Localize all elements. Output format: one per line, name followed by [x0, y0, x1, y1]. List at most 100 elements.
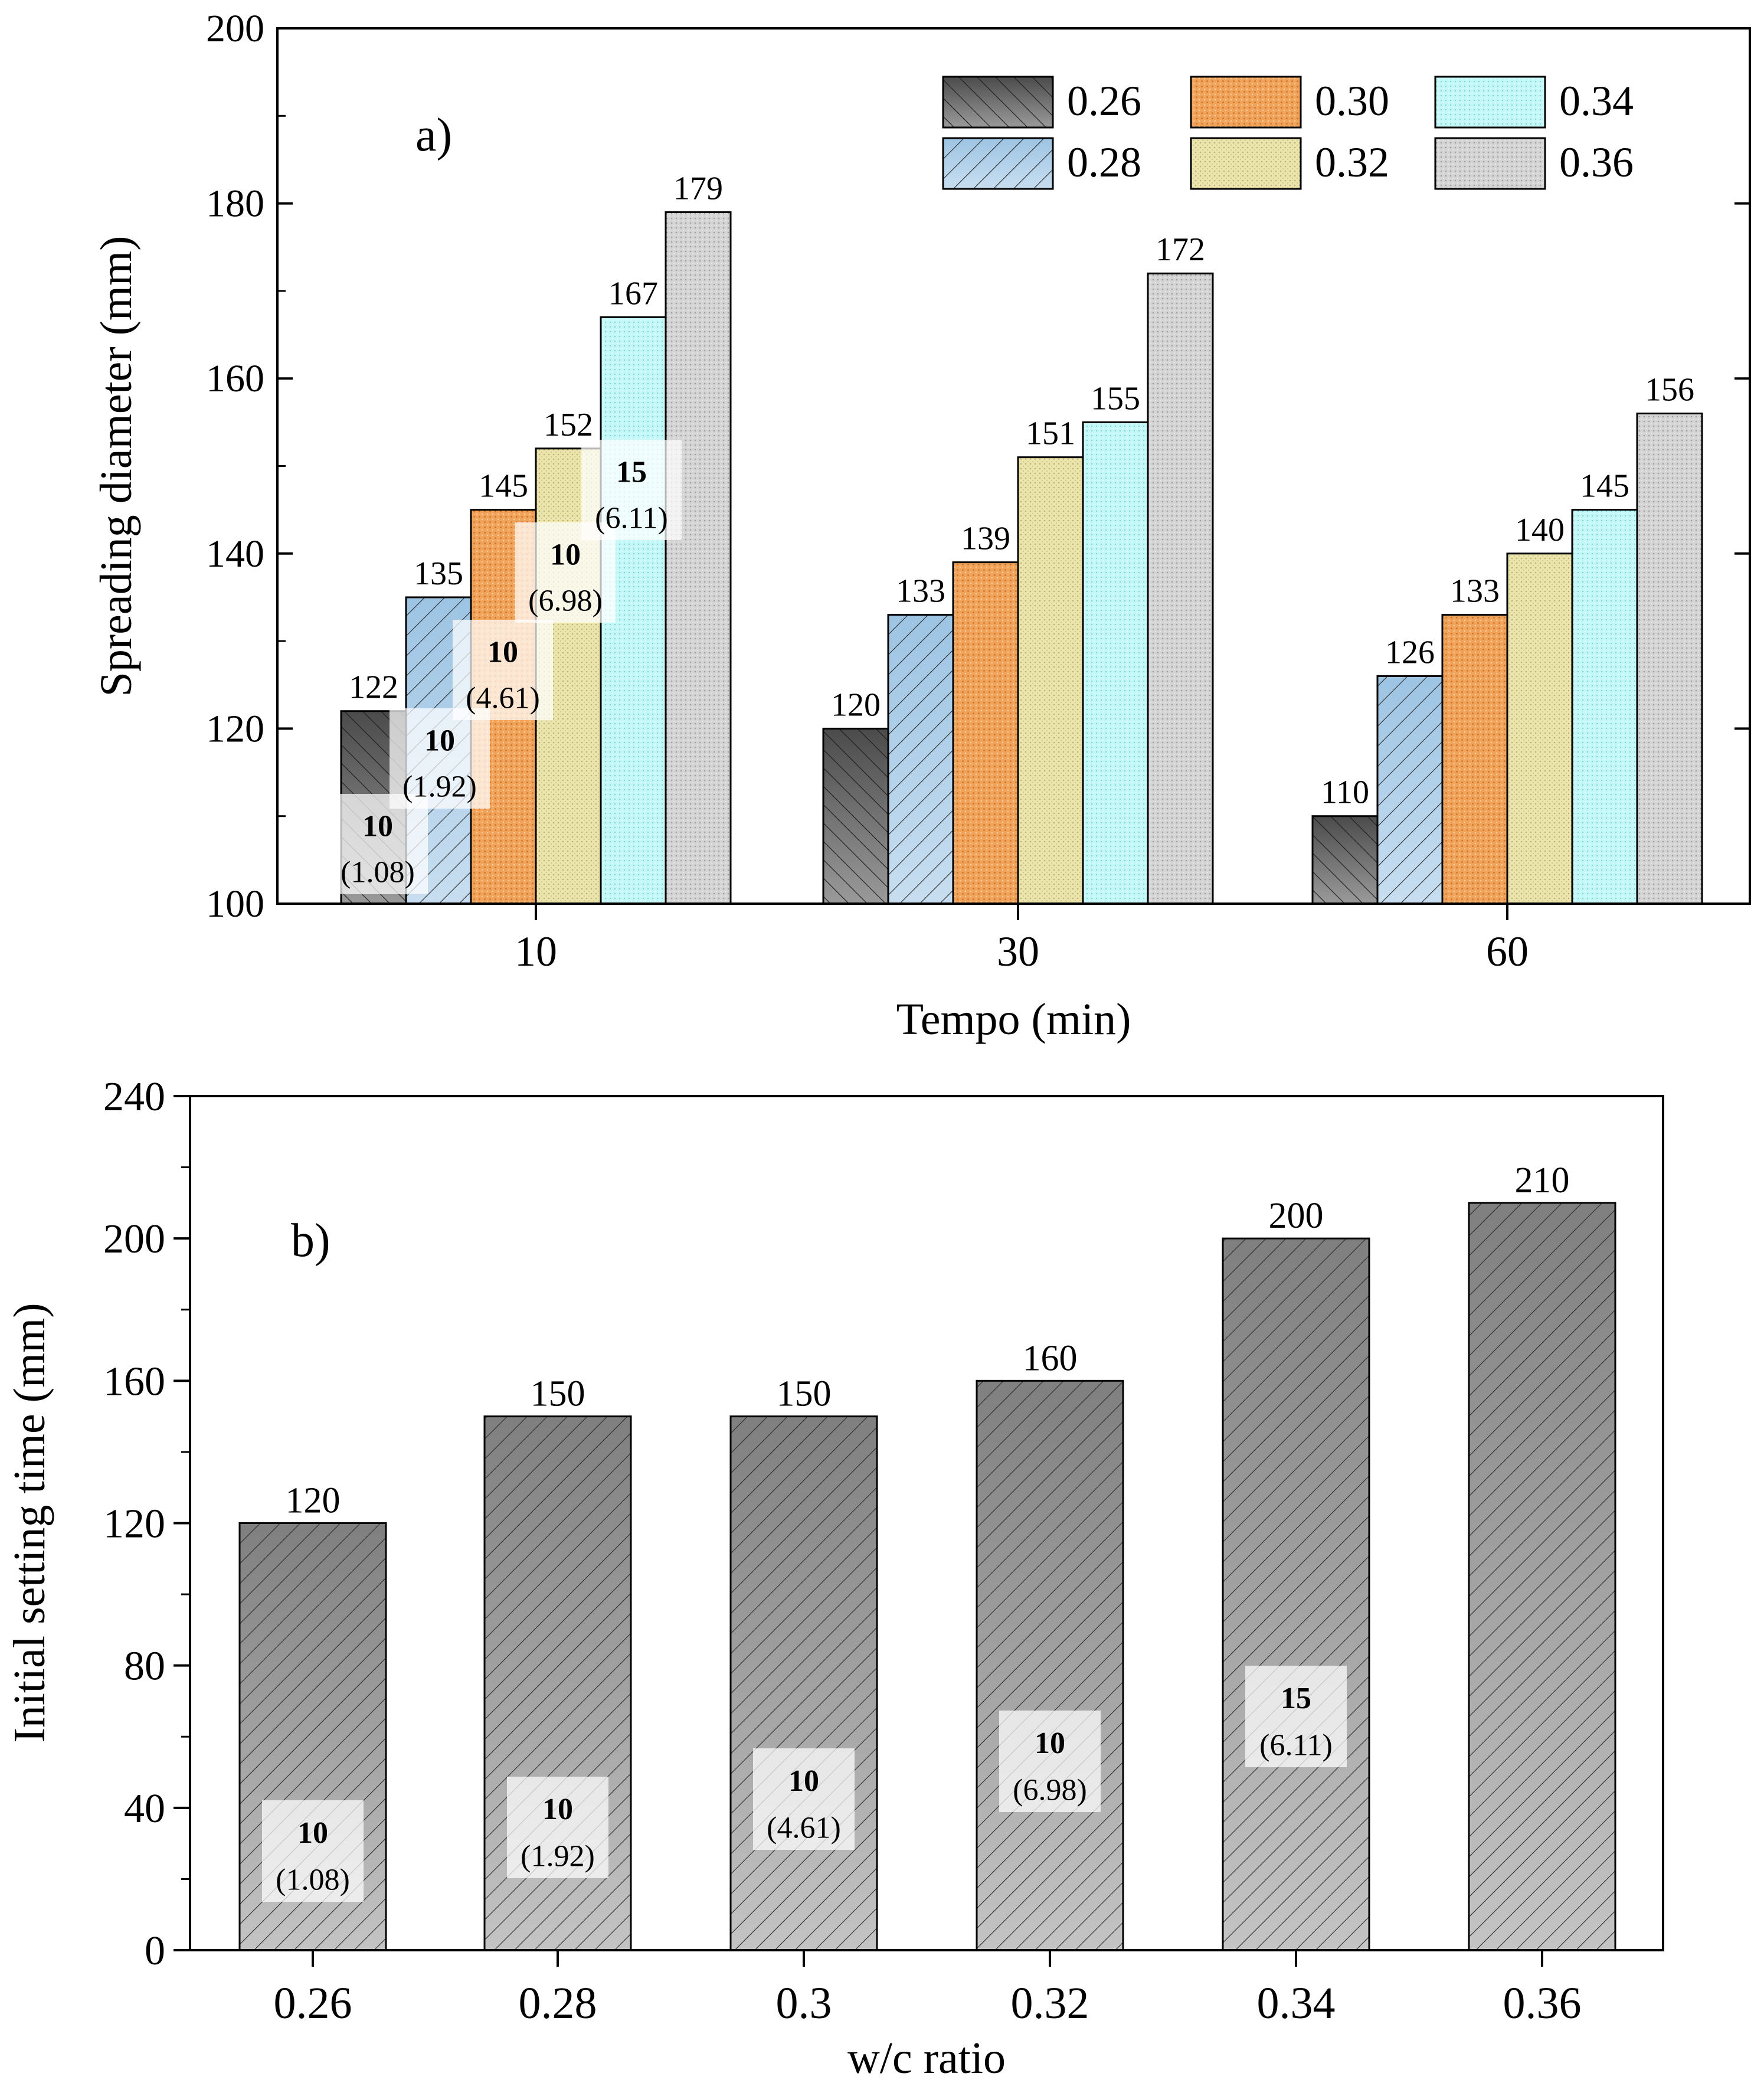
- value-label-b-0.32: 160: [1023, 1338, 1078, 1378]
- annotation-box-b-0: 10 (1.08): [262, 1800, 364, 1902]
- x-tick-label-b-0: 0.26: [274, 1979, 352, 2028]
- value-label-a-0.30-30: 139: [961, 521, 1010, 557]
- x-tick-label-a-2: 60: [1486, 928, 1529, 975]
- legend-item-a-0.32: 0.32: [1190, 137, 1389, 190]
- bar-a-0.36-10-fill-0: [666, 212, 731, 904]
- y-tick-label-a-4: 180: [206, 182, 264, 225]
- y-tick-label-a-5: 200: [206, 7, 264, 50]
- legend-swatch-0.28: [942, 137, 1054, 190]
- value-label-b-0.28: 150: [531, 1374, 585, 1414]
- annotation-box-b-3: 10 (6.98): [999, 1711, 1101, 1812]
- value-label-a-0.32-30: 151: [1026, 416, 1075, 452]
- annotation-bg-a-4: [581, 440, 682, 540]
- annotation-sub-a-2: (4.61): [466, 682, 540, 715]
- bar-a-0.28-30: [887, 614, 954, 905]
- value-label-a-0.26-60: 110: [1321, 774, 1369, 811]
- plot-frame-b: [189, 1095, 1664, 1951]
- annotation-bg-b-0: [262, 1800, 364, 1902]
- value-label-b-0.3: 150: [777, 1374, 832, 1414]
- value-label-b-0.36: 210: [1515, 1160, 1570, 1201]
- annotation-bg-a-1: [390, 708, 490, 809]
- legend-swatch-fill-0.28-1: [943, 138, 1053, 189]
- legend-label-0.32: 0.32: [1315, 139, 1389, 186]
- legend-item-a-0.36: 0.36: [1434, 137, 1634, 190]
- bar-a-0.28-60: [1376, 675, 1444, 905]
- value-label-b-0.26: 120: [286, 1481, 341, 1521]
- bar-b-0.34-fill-1: [1223, 1238, 1369, 1950]
- legend-swatch-fill-0.36-0: [1435, 138, 1545, 189]
- legend-a: 0.26 0.28 0.30 0.32 0.34 0.36: [942, 76, 1634, 190]
- legend-item-a-0.34: 0.34: [1434, 76, 1634, 129]
- bar-b-0.36: [1468, 1202, 1616, 1951]
- bar-a-0.34-30: [1082, 421, 1149, 905]
- x-tick-label-b-4: 0.34: [1257, 1979, 1336, 2028]
- bar-a-0.28-60-fill-1: [1377, 676, 1442, 904]
- y-tick-label-b-6: 240: [103, 1074, 165, 1120]
- y-tick-label-b-2: 80: [124, 1644, 165, 1689]
- legend-label-0.36: 0.36: [1559, 139, 1634, 186]
- bar-a-0.30-60-fill-0: [1442, 614, 1507, 904]
- bar-b-0.36-fill-1: [1469, 1202, 1615, 1950]
- bar-a-0.32-60-fill-0: [1507, 553, 1572, 904]
- value-label-a-0.30-10: 145: [479, 468, 528, 505]
- legend-label-0.28: 0.28: [1067, 139, 1141, 186]
- bar-a-0.36-30: [1147, 272, 1214, 905]
- annotation-box-a-2: 10 (4.61): [453, 620, 553, 720]
- bar-a-0.26-60-fill-1: [1313, 816, 1377, 904]
- value-label-b-0.34: 200: [1269, 1196, 1324, 1236]
- legend-label-0.34: 0.34: [1559, 77, 1634, 125]
- value-label-a-0.28-10: 135: [414, 555, 463, 592]
- legend-label-0.26: 0.26: [1067, 77, 1141, 125]
- annotation-bold-a-2: 10: [487, 635, 518, 669]
- bar-a-0.34-60-fill-0: [1572, 509, 1637, 904]
- x-axis-title-b: w/c ratio: [847, 2033, 1006, 2083]
- y-tick-label-b-5: 200: [103, 1217, 165, 1262]
- value-label-a-0.36-10: 179: [673, 170, 723, 207]
- bar-a-0.32-30: [1017, 456, 1084, 905]
- annotation-bg-a-0: [328, 794, 428, 894]
- legend-item-a-0.26: 0.26: [942, 76, 1141, 129]
- x-tick-label-b-1: 0.28: [519, 1979, 597, 2028]
- annotation-box-a-4: 15 (6.11): [581, 440, 682, 540]
- bar-a-0.26-30-fill-1: [823, 728, 888, 904]
- bar-a-0.26-30: [822, 727, 889, 905]
- bar-a-0.34-30-fill-0: [1083, 422, 1148, 904]
- annotation-box-a-1: 10 (1.92): [390, 708, 490, 809]
- value-label-a-0.36-30: 172: [1156, 231, 1205, 268]
- y-tick-label-b-0: 0: [145, 1928, 165, 1974]
- panel-a-spreading-diameter: 122 120 110 135 133 126 145 139 133 152 151 140 167 1…: [91, 7, 1751, 1044]
- annotation-sub-b-1: (1.92): [521, 1839, 595, 1873]
- bar-b-0.3: [729, 1415, 878, 1951]
- value-label-a-0.32-60: 140: [1515, 512, 1565, 548]
- value-label-a-0.34-30: 155: [1091, 380, 1140, 417]
- panel-label-b: b): [291, 1215, 330, 1267]
- annotation-bg-b-4: [1245, 1666, 1347, 1767]
- y-axis-title-a: Spreading diameter (mm): [91, 236, 141, 697]
- annotation-bold-a-1: 10: [424, 724, 455, 757]
- legend-swatch-0.36: [1434, 137, 1546, 190]
- value-label-a-0.26-30: 120: [831, 686, 881, 723]
- annotation-bold-a-3: 10: [550, 538, 581, 571]
- annotation-bold-a-4: 15: [616, 455, 647, 489]
- annotation-box-b-1: 10 (1.92): [507, 1777, 608, 1878]
- annotation-bg-a-2: [453, 620, 553, 720]
- value-label-a-0.36-60: 156: [1645, 372, 1694, 408]
- annotation-box-b-2: 10 (4.61): [753, 1748, 855, 1850]
- annotation-sub-b-3: (6.98): [1013, 1773, 1087, 1807]
- x-tick-label-a-1: 30: [997, 928, 1039, 975]
- legend-swatch-fill-0.32-0: [1191, 138, 1301, 189]
- annotation-bold-b-4: 15: [1281, 1682, 1311, 1715]
- value-label-a-0.34-10: 167: [608, 275, 658, 312]
- bar-a-0.36-60-fill-0: [1637, 413, 1702, 904]
- annotation-bold-b-3: 10: [1035, 1726, 1065, 1760]
- legend-item-a-0.30: 0.30: [1190, 76, 1389, 129]
- y-tick-label-a-3: 160: [206, 357, 264, 400]
- x-axis-title-a: Tempo (min): [896, 995, 1131, 1044]
- legend-swatch-0.26: [942, 76, 1054, 129]
- annotation-bg-b-3: [999, 1711, 1101, 1812]
- y-tick-label-b-1: 40: [124, 1786, 165, 1832]
- bar-b-0.34: [1222, 1237, 1370, 1951]
- annotation-sub-a-4: (6.11): [595, 502, 668, 535]
- y-tick-label-a-1: 120: [206, 707, 264, 750]
